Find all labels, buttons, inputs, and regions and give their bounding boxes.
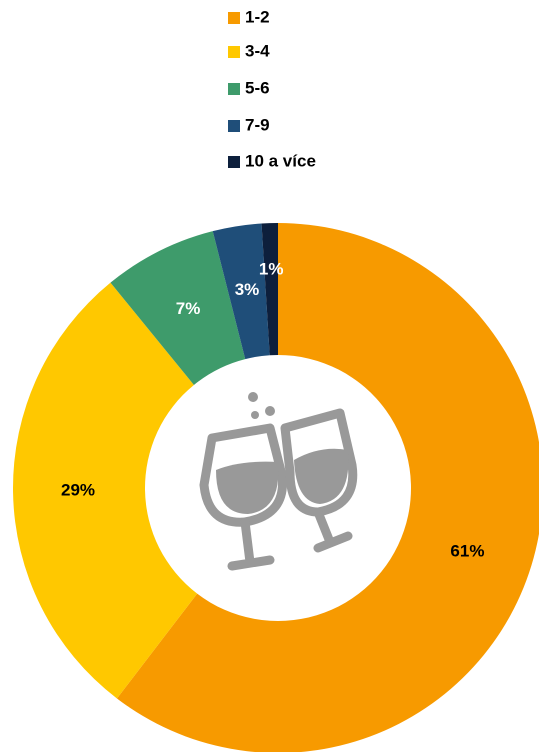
donut-slice — [261, 223, 278, 356]
donut-slice — [110, 231, 246, 385]
legend-swatch — [228, 120, 240, 132]
donut: 61% 29% 7% 3%1% — [12, 223, 539, 752]
data-label: 7% — [176, 299, 201, 318]
wine-left — [216, 461, 279, 514]
data-label: 1% — [259, 260, 284, 279]
glasses-icon — [199, 392, 358, 571]
data-label: 61% — [450, 542, 484, 561]
donut-slice — [212, 223, 270, 360]
data-label: 3% — [235, 280, 260, 299]
legend-swatch — [228, 156, 240, 168]
legend-swatch — [228, 83, 240, 95]
legend-swatch — [228, 12, 240, 24]
legend-swatch — [228, 46, 240, 58]
legend-label: 5-6 — [245, 78, 270, 97]
legend-label: 3-4 — [245, 41, 270, 60]
bubble — [265, 406, 275, 416]
legend-label: 7-9 — [245, 115, 270, 134]
wine-right — [294, 448, 349, 504]
glass-right-stem — [313, 507, 353, 553]
legend-label: 1-2 — [245, 7, 270, 26]
donut-slice — [116, 223, 539, 752]
legend-label: 10 a více — [245, 151, 316, 170]
donut-slice — [12, 282, 198, 699]
bubble — [251, 411, 259, 419]
glass-left-stem — [227, 517, 275, 571]
bubble — [248, 392, 258, 402]
legend: 1-2 3-4 5-6 7-9 10 a více — [228, 7, 316, 170]
data-label: 29% — [61, 481, 95, 500]
